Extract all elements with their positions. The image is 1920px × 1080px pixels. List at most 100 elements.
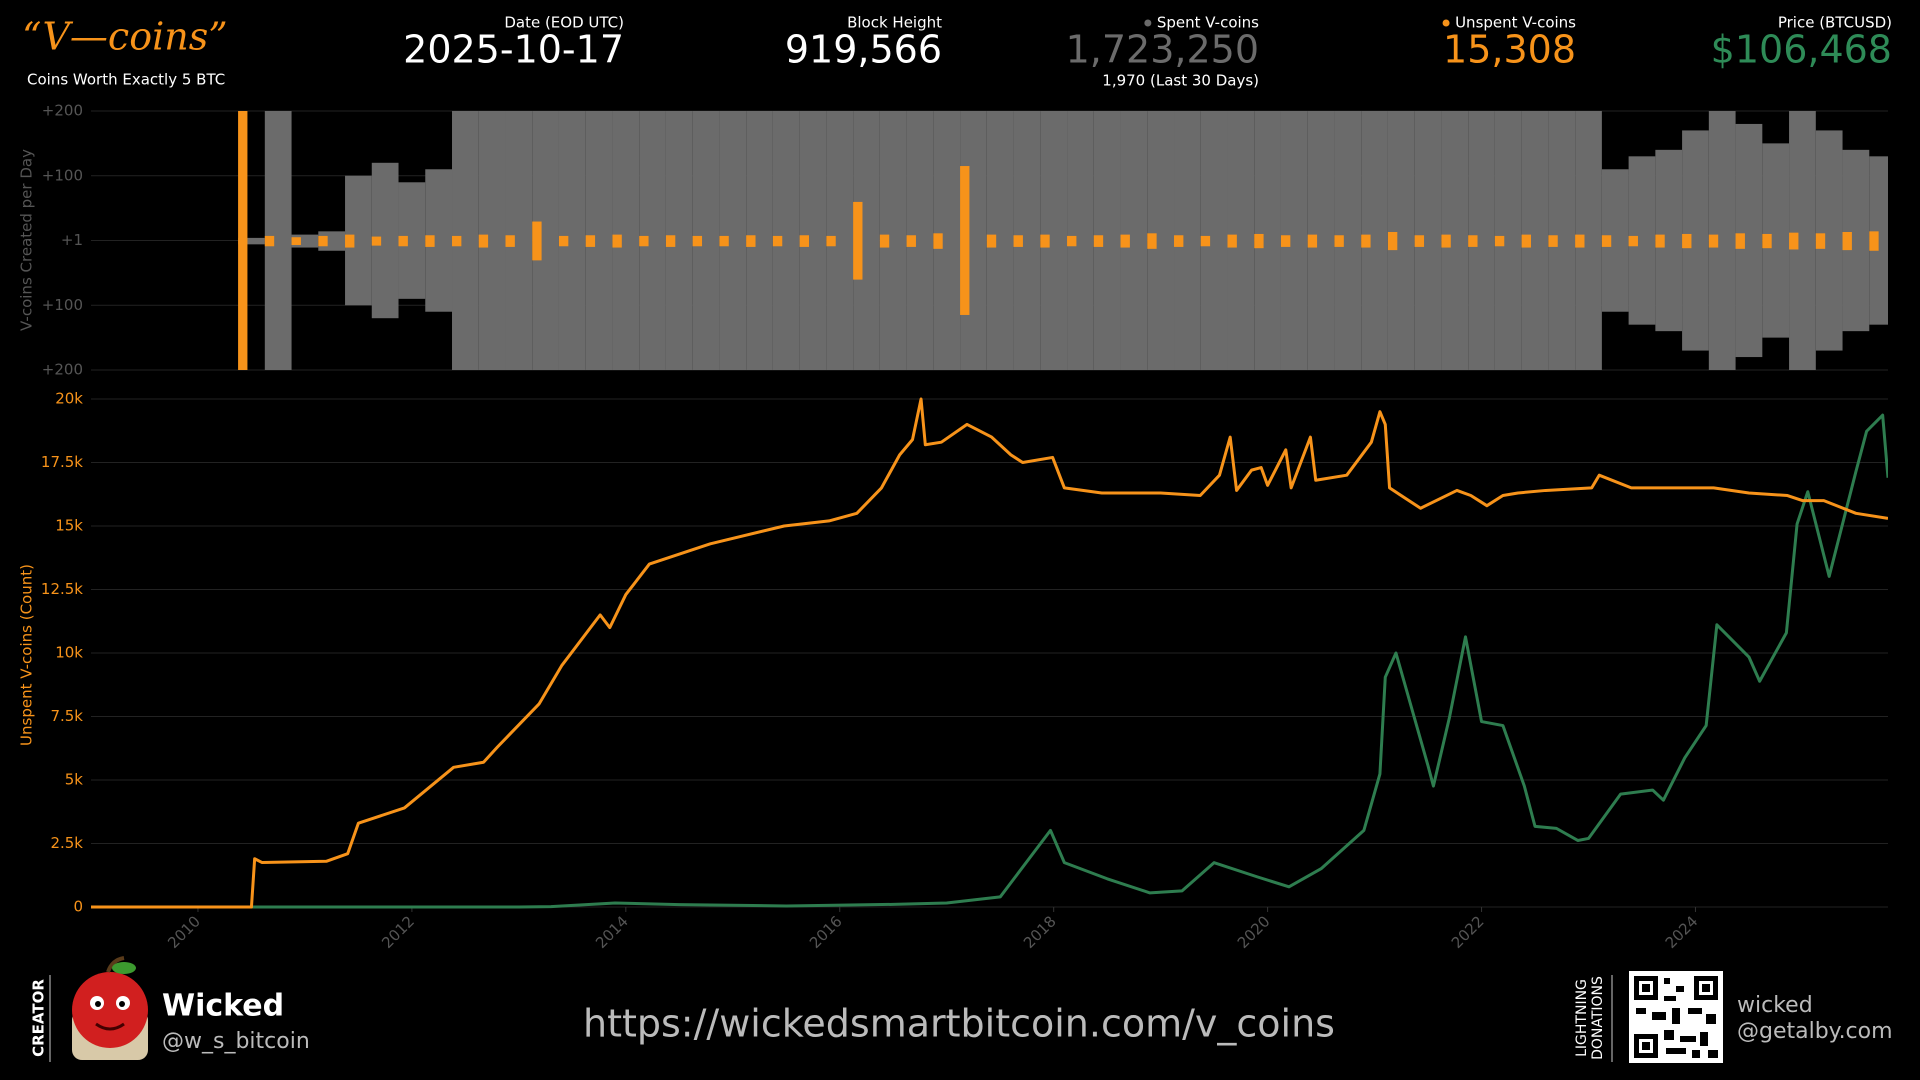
- spike: [505, 235, 515, 247]
- stat-label: Unspent V-coins: [1455, 14, 1576, 32]
- spike: [1387, 231, 1398, 251]
- spike: [1280, 235, 1291, 247]
- qr-code[interactable]: [1629, 971, 1723, 1063]
- spike: [1789, 232, 1799, 250]
- spike: [1040, 234, 1050, 248]
- spike: [452, 235, 462, 247]
- stat-value: 919,566: [785, 28, 942, 72]
- spike: [1227, 234, 1237, 248]
- stats: Date (EOD UTC)2025-10-17 Block Height919,…: [403, 14, 1892, 90]
- spike: [398, 235, 408, 247]
- url[interactable]: https://wickedsmartbitcoin.com/v_coins: [583, 1002, 1335, 1046]
- spike: [906, 235, 916, 247]
- x-tick-label: 2012: [378, 912, 418, 952]
- creator-name: Wicked: [162, 989, 284, 1024]
- spike: [826, 235, 836, 247]
- spike: [853, 201, 863, 280]
- stat-label: Spent V-coins: [1157, 14, 1259, 32]
- spike: [1842, 231, 1852, 251]
- spike: [478, 234, 489, 248]
- x-tick-label: 2014: [592, 912, 632, 952]
- spike: [1334, 235, 1344, 247]
- spike: [665, 235, 676, 247]
- spike: [1254, 233, 1264, 249]
- spike: [1708, 234, 1719, 248]
- x-tick-label: 2016: [806, 912, 846, 952]
- creator-handle: @w_s_bitcoin: [162, 1029, 310, 1054]
- y-tick-label: 10k: [55, 644, 83, 662]
- spike: [1735, 233, 1745, 249]
- spike: [986, 234, 997, 248]
- y-tick-label: 0: [73, 898, 83, 916]
- top-chart: +200 +100 +1 +100 +200: [42, 102, 1888, 379]
- y-tick-label: +100: [42, 296, 83, 314]
- stat-value: 1,723,250: [1066, 28, 1259, 72]
- spike: [1468, 235, 1478, 247]
- spike: [1093, 235, 1104, 247]
- spike: [1601, 235, 1612, 247]
- spike: [639, 235, 649, 247]
- spike: [1548, 235, 1558, 247]
- spike: [1441, 234, 1451, 248]
- subtitle: Coins Worth Exactly 5 BTC: [27, 71, 225, 89]
- spike: [1414, 235, 1425, 247]
- y-tick-label: 5k: [65, 771, 84, 789]
- y-tick-label: 17.5k: [41, 453, 83, 471]
- x-tick-label: 2024: [1662, 912, 1702, 952]
- spike: [1682, 233, 1692, 249]
- spike: [264, 235, 275, 247]
- y-tick-label: +1: [61, 231, 83, 249]
- spike: [532, 221, 542, 261]
- spike: [1521, 234, 1532, 248]
- spike: [291, 237, 301, 245]
- spike: [1762, 233, 1772, 249]
- spike: [719, 235, 729, 247]
- stat-value: 2025-10-17: [403, 28, 624, 72]
- spike: [238, 237, 265, 245]
- spike: [371, 236, 382, 246]
- plot-area: [238, 111, 1888, 370]
- spike: [1361, 234, 1371, 248]
- spike: [345, 234, 355, 248]
- spike: [1869, 231, 1879, 251]
- x-tick-label: 2018: [1020, 912, 1060, 952]
- donate-domain: @getalby.com: [1737, 1019, 1893, 1044]
- y-tick-label: +200: [42, 361, 83, 379]
- spike: [425, 235, 435, 247]
- stat-note: 1,970 (Last 30 Days): [1102, 72, 1259, 90]
- y-tick-label: +100: [42, 166, 83, 184]
- spike: [1628, 235, 1638, 247]
- stat-label: Block Height: [847, 14, 942, 32]
- spike: [1494, 235, 1505, 247]
- avatar: [72, 956, 148, 1060]
- series-line: [91, 413, 1888, 909]
- x-tick-label: 2020: [1234, 912, 1274, 952]
- spike: [1147, 233, 1157, 249]
- donate-label: LIGHTNING: [1574, 979, 1590, 1057]
- spike: [558, 235, 569, 247]
- y-axis-title: Unspent V-coins (Count): [18, 564, 36, 746]
- spike: [238, 111, 248, 370]
- stat-label: Date (EOD UTC): [504, 14, 624, 32]
- spike: [1013, 235, 1023, 247]
- spike: [1815, 233, 1826, 249]
- spike: [318, 235, 328, 247]
- spike: [1575, 234, 1585, 248]
- spike: [746, 235, 756, 247]
- spike: [772, 235, 783, 247]
- spike: [933, 233, 943, 249]
- spike: [1307, 234, 1318, 248]
- spike: [960, 166, 970, 315]
- spike: [1174, 235, 1184, 247]
- spike: [692, 235, 703, 247]
- x-tick-label: 2010: [164, 912, 204, 952]
- y-tick-label: 12.5k: [41, 580, 83, 598]
- stat-label: Price (BTCUSD): [1778, 14, 1892, 32]
- y-tick-label: 15k: [55, 517, 83, 535]
- y-tick-label: 2.5k: [50, 834, 83, 852]
- spike: [1067, 235, 1077, 247]
- donate-name: wicked: [1737, 993, 1813, 1018]
- spike: [1120, 234, 1130, 248]
- y-tick-label: 7.5k: [50, 707, 83, 725]
